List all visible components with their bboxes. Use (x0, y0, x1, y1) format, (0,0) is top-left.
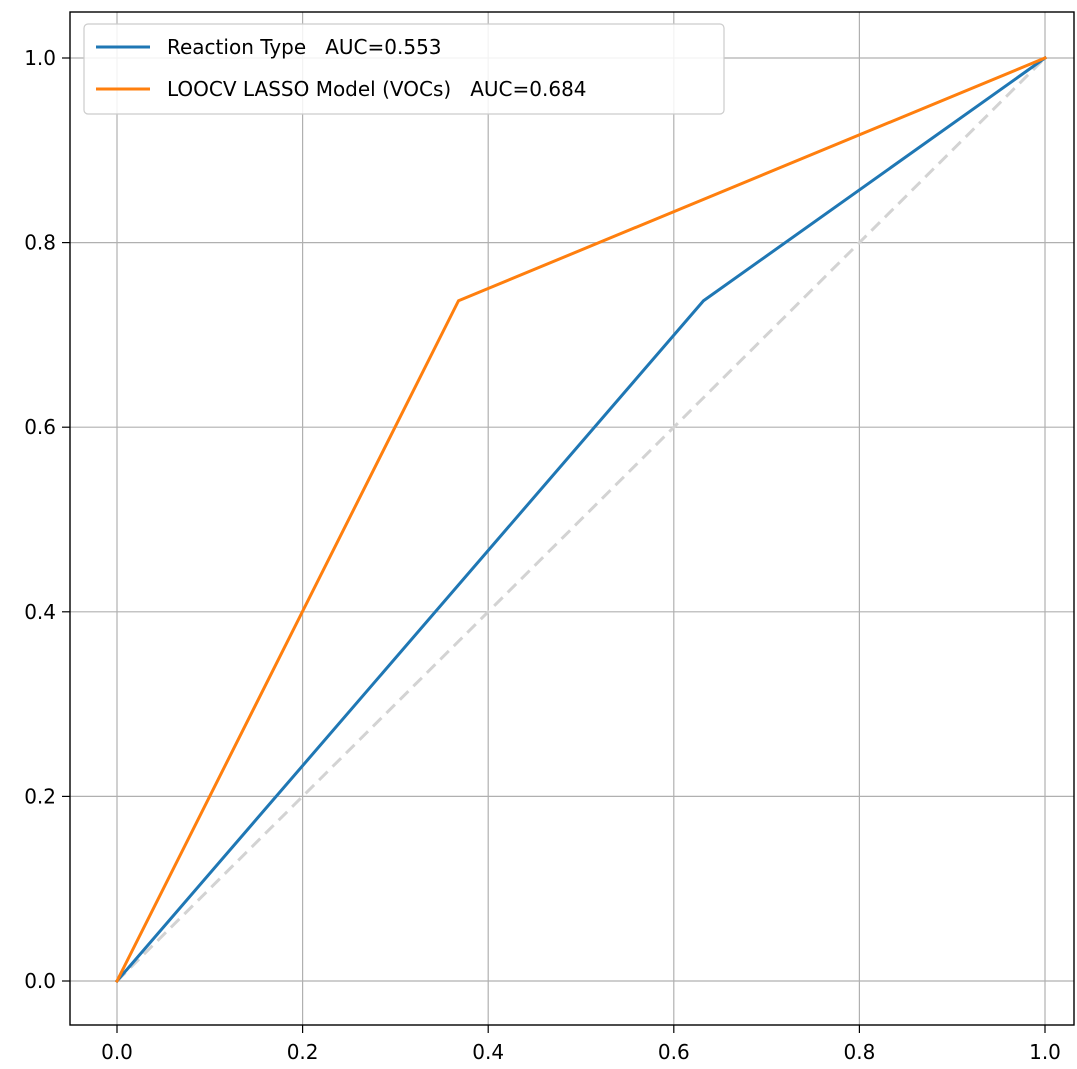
y-tick-label: 0.0 (24, 969, 56, 993)
y-tick-label: 0.4 (24, 600, 56, 624)
legend-label-2: LOOCV LASSO Model (VOCs) AUC=0.684 (167, 77, 587, 101)
legend-label-1: Reaction Type AUC=0.553 (167, 35, 442, 59)
y-tick-label: 1.0 (24, 46, 56, 70)
x-tick-label: 0.2 (287, 1040, 319, 1064)
x-tick-label: 1.0 (1029, 1040, 1061, 1064)
legend-box (83, 23, 725, 115)
y-tick-label: 0.2 (24, 784, 56, 808)
x-tick-label: 0.4 (472, 1040, 504, 1064)
x-axis-ticks: 0.0 0.2 0.4 0.6 0.8 1.0 (101, 1025, 1061, 1064)
plot-frame (69, 11, 1075, 1026)
y-tick-label: 0.6 (24, 415, 56, 439)
series-line-1 (114, 55, 1048, 984)
series-lines (114, 55, 1048, 984)
x-tick-label: 0.0 (101, 1040, 133, 1064)
legend: Reaction Type AUC=0.553 LOOCV LASSO Model… (83, 23, 725, 115)
chance-diagonal-line (115, 56, 1047, 983)
x-tick-label: 0.8 (843, 1040, 875, 1064)
reference-diagonal (115, 56, 1047, 983)
y-axis-ticks: 0.0 0.2 0.4 0.6 0.8 1.0 (24, 46, 70, 993)
x-tick-label: 0.6 (658, 1040, 690, 1064)
y-tick-label: 0.8 (24, 231, 56, 255)
series-line-2 (114, 56, 1047, 984)
